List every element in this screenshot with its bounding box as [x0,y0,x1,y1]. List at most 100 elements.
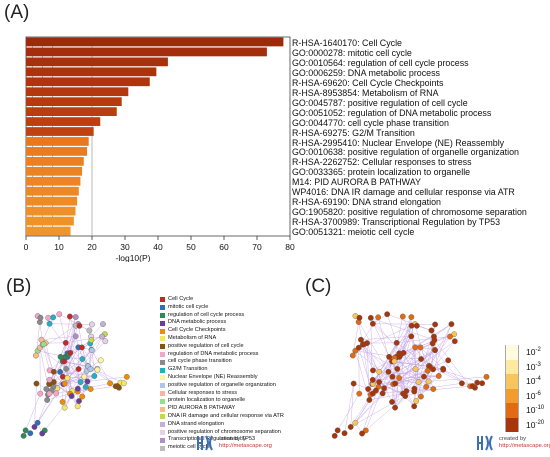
cluster-legend-item: Metabolism of RNA [160,335,306,343]
network-node [445,357,452,364]
network-edge [398,316,412,354]
credit-url: http://metascape.org [219,443,272,449]
network-node [385,368,392,375]
metascape-credit: created by http://metascape.org [196,434,272,452]
network-node [77,379,84,385]
network-node [63,366,70,372]
network-edge [44,395,72,431]
network-edge [394,347,416,408]
metascape-credit-c: created by http://metascape.org [476,434,550,452]
network-edge [395,356,419,383]
network-node [412,366,419,372]
network-node [394,366,401,372]
x-axis-label: -log10(P) [116,253,151,262]
network-node [31,424,38,430]
term-label: GO:0010638: positive regulation of organ… [292,147,519,158]
legend-label: Nuclear Envelope (NE) Reassembly [168,373,258,380]
network-edge [372,323,404,354]
term-label: R-HSA-2995410: Nuclear Envelope (NE) Rea… [292,137,505,148]
network-node [33,380,40,387]
network-nodes [20,311,130,439]
cluster-legend-item: mitotic cell cycle [160,304,306,312]
network-node [392,404,398,411]
network-node [356,390,363,397]
network-edge [81,347,98,369]
network-node [120,380,127,387]
cluster-legend-item: DNA metabolic process [160,319,306,327]
bar [26,67,157,77]
network-node [451,338,458,345]
legend-swatch [160,398,165,404]
network-node [50,314,57,321]
network-node [68,393,75,399]
network-node [37,314,44,321]
network-node [37,390,44,397]
bar [26,206,76,216]
network-node [75,366,82,372]
network-node [431,337,438,344]
legend-swatch [160,445,165,451]
network-node [391,358,398,365]
network-edge [391,366,430,403]
network-node [435,373,442,379]
network-node [67,349,74,356]
network-node [84,378,91,385]
pvalue-label: 10-4 [526,376,541,386]
network-edge [49,323,71,353]
network-edge [67,377,86,388]
network-node [425,378,432,385]
network-node [362,427,369,434]
bar [26,47,267,57]
network-node [483,373,490,380]
network-node [408,314,415,320]
term-label-list: R-HSA-1640170: Cell Cycle GO:0000278: mit… [292,38,550,238]
network-node [27,430,34,437]
pvalue-swatch [505,403,519,418]
network-edge [393,376,425,385]
legend-label: regulation of DNA metabolic process [168,350,259,357]
network-edge [403,323,416,353]
network-node [428,327,435,334]
legend-swatch [160,429,165,435]
legend-label: Metabolism of RNA [168,334,217,341]
x-tick-label: 60 [219,242,229,252]
legend-label: positive regulation of organelle organiz… [168,381,276,388]
cluster-legend-item: G2/M Transition [160,366,306,374]
network-node [347,424,354,430]
network-edge [370,317,435,341]
network-node [331,432,338,439]
pvalue-label: 10-6 [526,390,541,401]
network-node [469,383,476,389]
cluster-legend-item: meiotic cell cycle [160,444,306,452]
pvalue-label: 10-10 [526,405,545,415]
network-edge [387,313,432,331]
legend-swatch [160,297,165,303]
network-node [350,380,357,387]
x-tick-label: 20 [87,242,97,252]
network-node [97,357,104,364]
bar [26,166,83,176]
network-node [381,385,387,392]
network-node [447,333,453,340]
pvalue-legend: 10-2 10-3 10-4 10-6 10-10 10-20 [505,345,545,432]
network-node [412,344,419,351]
network-node [22,427,29,434]
network-node [102,338,109,345]
network-edge [49,323,92,325]
network-node [417,344,424,351]
network-node [418,393,424,400]
network-edge [63,316,71,358]
term-label: R-HSA-8953854: Metabolism of RNA [292,87,439,98]
network-edge [420,347,444,369]
cluster-legend-item: Cell Cycle [160,296,306,304]
panel-label-c: (C) [305,276,332,297]
legend-swatch [160,305,165,311]
bar [26,176,81,186]
network-node [369,377,376,383]
network-node [61,358,68,365]
legend-label: DNA IR damage and cellular response via … [168,412,284,419]
network-node [341,430,348,437]
network-node [367,314,374,321]
network-node [46,320,53,327]
term-label: GO:0051052: regulation of DNA metabolic … [292,107,492,118]
